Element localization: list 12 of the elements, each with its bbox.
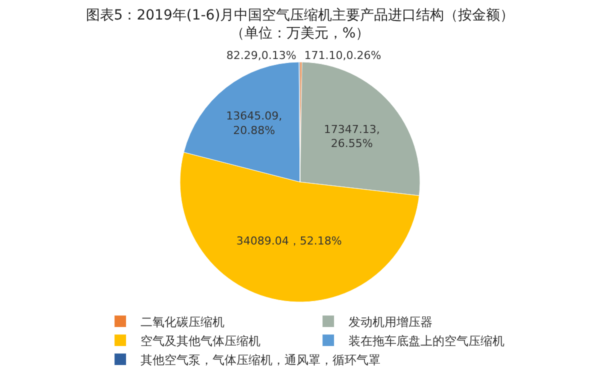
data-label: 34089.04，52.18% [236,234,342,248]
data-label: 171.10,0.26% [304,49,382,62]
legend-label: 其他空气泵，气体压缩机，通风罩，循环气罩 [140,352,380,367]
legend-label: 空气及其他气体压缩机 [140,334,260,348]
legend-label: 二氧化碳压缩机 [140,314,224,329]
data-label: 13645.09, 20.88% [226,110,282,137]
data-label: 82.29,0.13% [226,49,296,62]
data-label: 17347.13, 26.55% [324,122,380,150]
chart-subtitle: （单位：万美元，%） [230,26,370,42]
legend-label: 发动机用增压器 [348,314,432,329]
chart-title: 图表5：2019年(1-6)月中国空气压缩机主要产品进口结构（按金额） [86,7,514,24]
legend-label: 装在拖车底盘上的空气压缩机 [348,334,504,348]
